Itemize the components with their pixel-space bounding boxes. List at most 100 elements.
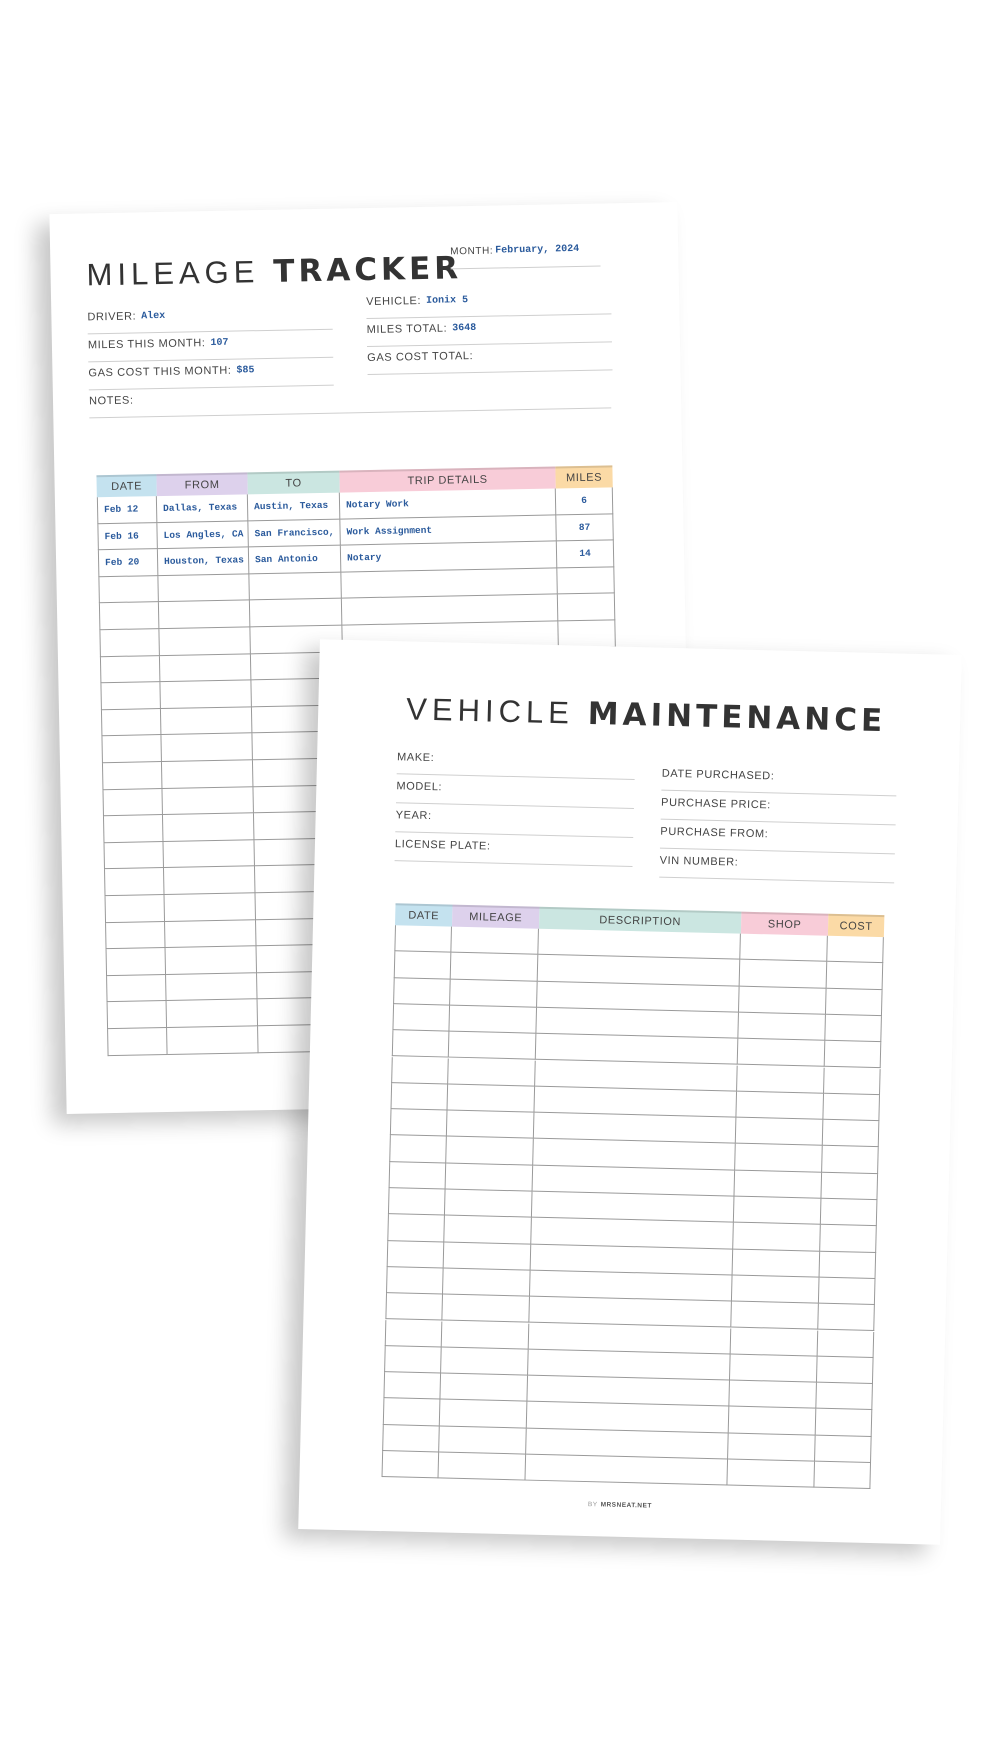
field-label: LICENSE PLATE: — [394, 838, 491, 853]
blank-cell — [166, 973, 258, 1002]
table-cell: Austin, Texas — [247, 492, 341, 521]
blank-cell — [439, 1426, 527, 1455]
form-field: MILES TOTAL: 3648 — [366, 319, 612, 348]
blank-cell — [733, 1196, 822, 1225]
table-cell: San Francisco, CA — [248, 519, 341, 548]
field-label: PURCHASE FROM: — [660, 825, 769, 841]
table-cell: Feb 12 — [96, 496, 158, 524]
field-label: PURCHASE PRICE: — [660, 796, 772, 812]
blank-cell — [100, 682, 161, 710]
blank-cell — [160, 680, 252, 709]
table-cell: Notary — [340, 541, 558, 573]
table-cell: 6 — [555, 487, 614, 516]
month-field: MONTH: February, 2024 — [450, 243, 601, 270]
blank-cell — [106, 974, 167, 1003]
blank-cell — [728, 1406, 817, 1436]
table-header: DATE — [395, 903, 453, 927]
blank-cell — [394, 925, 452, 953]
blank-cell — [822, 1119, 880, 1148]
blank-cell — [391, 1030, 450, 1059]
field-label: NOTES: — [88, 394, 134, 408]
footer-site: MRSNEAT.NET — [600, 1501, 652, 1510]
blank-cell — [164, 893, 257, 922]
blank-cell — [450, 979, 538, 1008]
form-field: GAS COST THIS MONTH: $85 — [88, 362, 334, 391]
field-value: Ionix 5 — [425, 295, 469, 307]
blank-cell — [386, 1240, 445, 1269]
blank-cell — [249, 572, 342, 601]
blank-cell — [735, 1117, 824, 1147]
blank-cell — [107, 1028, 168, 1056]
blank-cell — [382, 1424, 440, 1453]
blank-cell — [739, 959, 828, 989]
field-label: MILES THIS MONTH: — [87, 337, 206, 352]
blank-cell — [825, 988, 883, 1017]
blank-cell — [98, 602, 160, 631]
blank-cell — [826, 962, 884, 990]
blank-cell — [385, 1293, 443, 1321]
blank-cell — [824, 1067, 881, 1095]
blank-cell — [162, 786, 254, 816]
blank-cell — [730, 1328, 819, 1357]
blank-cell — [393, 977, 451, 1006]
blank-cell — [449, 1005, 538, 1034]
field-value: Alex — [141, 310, 166, 323]
month-value: February, 2024 — [495, 243, 580, 257]
blank-cell — [816, 1382, 873, 1411]
blank-cell — [158, 574, 250, 603]
blank-cell — [446, 1110, 535, 1140]
blank-cell — [445, 1163, 534, 1192]
blank-cell — [384, 1319, 443, 1348]
blank-cell — [101, 762, 163, 790]
blank-cell — [160, 707, 253, 736]
form-field: DATE PURCHASED: — [661, 767, 897, 797]
blank-cell — [161, 733, 253, 763]
blank-cell — [341, 568, 558, 599]
form-field: LICENSE PLATE: — [394, 838, 634, 867]
blank-cell — [729, 1380, 817, 1410]
blank-cell — [159, 627, 251, 656]
blank-cell — [101, 735, 162, 764]
field-label: MILES TOTAL: — [366, 322, 448, 337]
blank-cell — [389, 1135, 447, 1164]
title-light: VEHICLE — [405, 691, 575, 731]
blank-cell — [814, 1461, 872, 1490]
blank-cell — [557, 593, 616, 622]
blank-cell — [165, 919, 257, 949]
blank-cell — [817, 1330, 875, 1358]
blank-cell — [159, 653, 252, 683]
table-header: FROM — [156, 472, 248, 497]
blank-cell — [444, 1215, 532, 1245]
blank-cell — [820, 1198, 878, 1227]
blank-cell — [729, 1354, 818, 1383]
blank-cell — [163, 840, 255, 869]
blank-cell — [816, 1356, 874, 1385]
field-value: $85 — [236, 365, 255, 377]
field-label: DATE PURCHASED: — [661, 767, 775, 783]
table-cell: Feb 20 — [97, 549, 159, 578]
form-field: DRIVER: Alex — [87, 306, 333, 335]
blank-cell — [164, 866, 256, 896]
blank-cell — [438, 1452, 527, 1481]
blank-cell — [441, 1320, 530, 1350]
form-field: MILES THIS MONTH: 107 — [87, 334, 334, 363]
blank-cell — [815, 1435, 872, 1463]
blank-cell — [558, 620, 616, 649]
table-cell: Work Assignment — [340, 515, 557, 546]
month-label: MONTH: — [450, 245, 494, 258]
blank-cell — [104, 895, 166, 923]
blank-cell — [390, 1082, 449, 1111]
blank-cell — [158, 600, 251, 630]
field-value: 107 — [210, 337, 229, 350]
blank-cell — [384, 1345, 442, 1374]
form-field: YEAR: — [395, 809, 634, 839]
blank-cell — [448, 1058, 536, 1087]
page-title: VEHICLE MAINTENANCE — [406, 691, 887, 739]
blank-cell — [737, 1038, 826, 1068]
blank-cell — [448, 1031, 537, 1061]
blank-cell — [106, 1001, 168, 1030]
blank-cell — [166, 999, 259, 1028]
blank-cell — [821, 1172, 879, 1201]
